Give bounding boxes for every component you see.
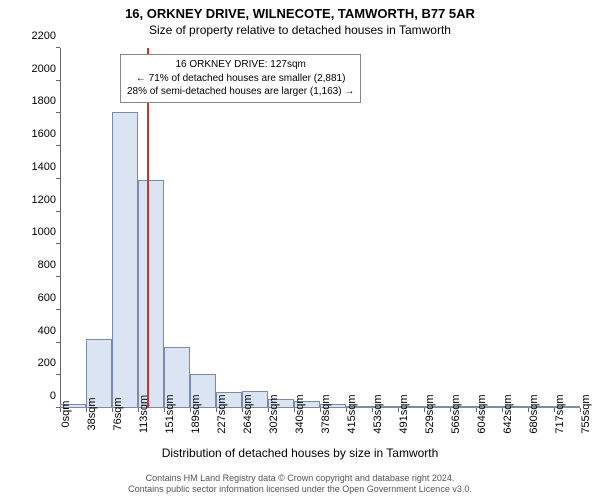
xtick-label: 151sqm: [164, 394, 176, 433]
ytick-mark: [56, 47, 60, 48]
xtick-label: 566sqm: [450, 394, 462, 433]
ytick-label: 2000: [32, 63, 60, 75]
footer-line1: Contains HM Land Registry data © Crown c…: [0, 473, 600, 485]
xtick-label: 302sqm: [268, 394, 280, 433]
xtick-label: 642sqm: [502, 394, 514, 433]
xtick-label: 717sqm: [554, 394, 566, 433]
footer-line2: Contains public sector information licen…: [0, 484, 600, 496]
ytick-mark: [56, 342, 60, 343]
ytick-mark: [56, 112, 60, 113]
xtick-label: 340sqm: [294, 394, 306, 433]
xtick-label: 680sqm: [528, 394, 540, 433]
xtick-label: 0sqm: [60, 401, 72, 428]
ytick-label: 600: [38, 292, 60, 304]
titles: 16, ORKNEY DRIVE, WILNECOTE, TAMWORTH, B…: [0, 6, 600, 37]
histogram-bar: [138, 180, 164, 408]
callout-box: 16 ORKNEY DRIVE: 127sqm← 71% of detached…: [120, 54, 361, 103]
xtick-label: 491sqm: [398, 394, 410, 433]
xtick-label: 378sqm: [320, 394, 332, 433]
ytick-label: 1400: [32, 161, 60, 173]
ytick-label: 800: [38, 259, 60, 271]
xtick-label: 415sqm: [346, 394, 358, 433]
chart-container: 16, ORKNEY DRIVE, WILNECOTE, TAMWORTH, B…: [0, 0, 600, 500]
callout-line3: 28% of semi-detached houses are larger (…: [127, 85, 354, 99]
xtick-label: 76sqm: [112, 397, 124, 430]
ytick-mark: [56, 276, 60, 277]
title-line2: Size of property relative to detached ho…: [0, 23, 600, 37]
xtick-label: 227sqm: [216, 394, 228, 433]
title-line1: 16, ORKNEY DRIVE, WILNECOTE, TAMWORTH, B…: [0, 6, 600, 21]
xtick-label: 38sqm: [86, 397, 98, 430]
xtick-label: 264sqm: [242, 394, 254, 433]
ytick-mark: [56, 309, 60, 310]
callout-line1: 16 ORKNEY DRIVE: 127sqm: [127, 58, 354, 72]
ytick-mark: [56, 178, 60, 179]
histogram-bar: [112, 112, 138, 408]
xtick-label: 189sqm: [190, 394, 202, 433]
ytick-mark: [56, 374, 60, 375]
xtick-label: 755sqm: [580, 394, 592, 433]
ytick-label: 2200: [32, 30, 60, 42]
footer: Contains HM Land Registry data © Crown c…: [0, 473, 600, 496]
ytick-label: 0: [50, 390, 60, 402]
plot-area: 0200400600800100012001400160018002000220…: [60, 48, 580, 408]
ytick-label: 1600: [32, 128, 60, 140]
x-axis-label: Distribution of detached houses by size …: [0, 446, 600, 460]
xtick-label: 529sqm: [424, 394, 436, 433]
ytick-mark: [56, 145, 60, 146]
callout-line2: ← 71% of detached houses are smaller (2,…: [127, 72, 354, 86]
ytick-mark: [56, 80, 60, 81]
xtick-label: 604sqm: [476, 394, 488, 433]
ytick-label: 400: [38, 325, 60, 337]
ytick-label: 1000: [32, 226, 60, 238]
ytick-mark: [56, 243, 60, 244]
ytick-label: 200: [38, 357, 60, 369]
ytick-mark: [56, 211, 60, 212]
xtick-label: 453sqm: [372, 394, 384, 433]
ytick-label: 1200: [32, 194, 60, 206]
ytick-label: 1800: [32, 95, 60, 107]
